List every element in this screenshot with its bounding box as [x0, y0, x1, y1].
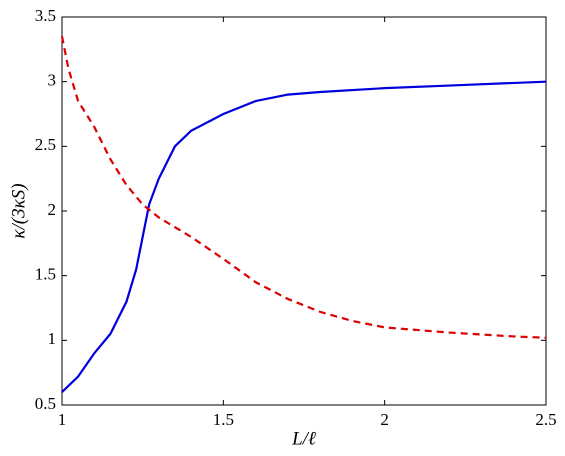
y-tick-label: 2: [48, 200, 57, 219]
x-tick-label: 2.5: [535, 410, 556, 429]
x-tick-label: 1: [58, 410, 67, 429]
y-tick-label: 3: [48, 71, 57, 90]
plot-frame: [61, 16, 547, 406]
y-tick-label: 3.5: [35, 6, 56, 25]
line-series: [60, 36, 547, 339]
line-series: [61, 80, 547, 393]
y-tick-label: 2.5: [35, 135, 56, 154]
y-tick-label: 1.5: [35, 265, 56, 284]
y-tick-label: 1: [48, 329, 57, 348]
x-axis-label: L/ℓ: [291, 428, 316, 449]
x-tick-label: 1.5: [213, 410, 234, 429]
x-tick-label: 2: [380, 410, 389, 429]
y-axis-label: κ/(3κS): [8, 183, 29, 238]
y-tick-label: 0.5: [35, 394, 56, 413]
